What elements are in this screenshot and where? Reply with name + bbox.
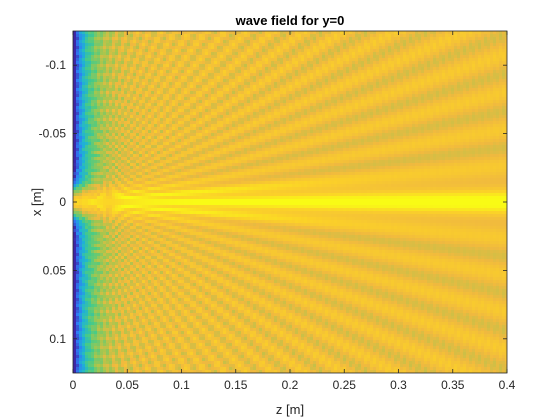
x-tick-label: 0.25 (333, 378, 357, 392)
y-axis-ticks: -0.1 -0.05 0 0.05 0.1 (39, 58, 507, 346)
heatmap-field (73, 31, 507, 373)
x-tick-label: 0.15 (224, 378, 248, 392)
chart-title: wave field for y=0 (235, 13, 345, 28)
x-axis-label: z [m] (276, 402, 304, 417)
x-tick-label: 0.05 (116, 378, 140, 392)
x-tick-label: 0.1 (173, 378, 190, 392)
y-tick-label: -0.05 (39, 127, 67, 141)
y-tick-label: 0.05 (43, 263, 67, 277)
x-tick-label: 0.35 (441, 378, 465, 392)
y-tick-label: 0 (59, 195, 66, 209)
x-axis-ticks: 0 0.05 0.1 0.15 0.2 0.25 0.3 0.35 0.4 (70, 31, 516, 392)
x-tick-label: 0.3 (390, 378, 407, 392)
y-tick-label: 0.1 (49, 332, 66, 346)
x-tick-label: 0.2 (282, 378, 299, 392)
x-tick-label: 0.4 (499, 378, 516, 392)
y-axis-label: x [m] (29, 188, 44, 216)
y-tick-label: -0.1 (45, 58, 66, 72)
x-tick-label: 0 (70, 378, 77, 392)
